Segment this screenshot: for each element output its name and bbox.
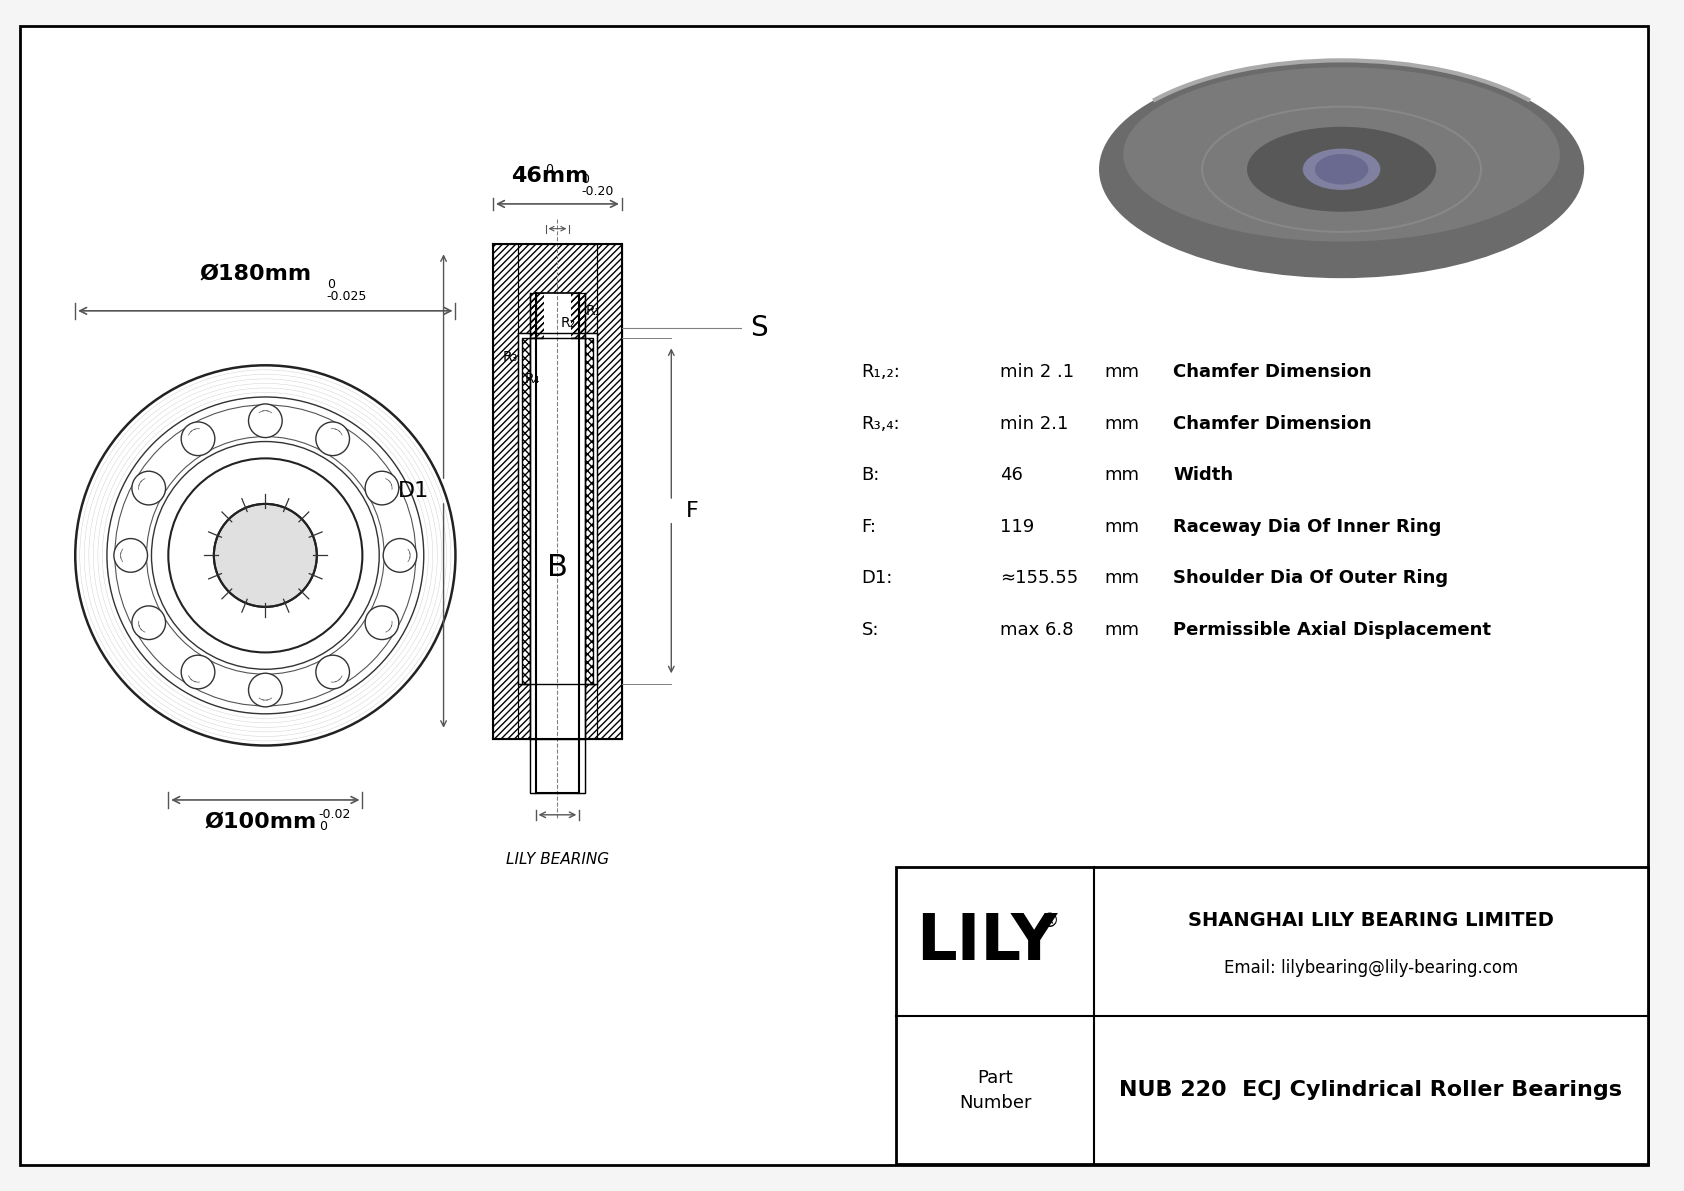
Text: NUB 220  ECJ Cylindrical Roller Bearings: NUB 220 ECJ Cylindrical Roller Bearings	[1120, 1080, 1622, 1100]
Circle shape	[384, 538, 418, 572]
Text: 46: 46	[1000, 466, 1022, 485]
Text: -0.025: -0.025	[327, 289, 367, 303]
Text: Email: lilybearing@lily-bearing.com: Email: lilybearing@lily-bearing.com	[1224, 959, 1517, 978]
Bar	[522, 337, 546, 684]
Bar	[530, 293, 536, 793]
Text: Part
Number: Part Number	[958, 1068, 1031, 1111]
Text: B: B	[547, 554, 568, 582]
Bar	[579, 293, 584, 793]
Text: R₁: R₁	[584, 304, 601, 318]
Text: Permissible Axial Displacement: Permissible Axial Displacement	[1174, 621, 1492, 638]
Text: R₃: R₃	[502, 350, 517, 364]
Circle shape	[131, 606, 165, 640]
Text: S: S	[751, 313, 768, 342]
Bar	[569, 337, 593, 684]
Text: R₁,₂:: R₁,₂:	[862, 363, 901, 381]
Ellipse shape	[1303, 149, 1381, 189]
Circle shape	[115, 538, 148, 572]
Text: -0.20: -0.20	[581, 185, 613, 198]
Text: mm: mm	[1105, 414, 1138, 432]
Text: ≈155.55: ≈155.55	[1000, 569, 1078, 587]
Text: S:: S:	[862, 621, 879, 638]
Circle shape	[182, 655, 216, 688]
Text: 0: 0	[318, 819, 327, 833]
Circle shape	[249, 404, 283, 437]
Bar	[530, 293, 584, 337]
Text: B:: B:	[862, 466, 879, 485]
Ellipse shape	[1123, 67, 1559, 242]
Text: Ø180mm: Ø180mm	[199, 263, 312, 283]
Text: min 2 .1: min 2 .1	[1000, 363, 1074, 381]
Text: max 6.8: max 6.8	[1000, 621, 1073, 638]
Text: LILY: LILY	[916, 911, 1058, 973]
Text: mm: mm	[1105, 569, 1138, 587]
Text: min 2.1: min 2.1	[1000, 414, 1068, 432]
Bar	[598, 243, 621, 738]
Text: 46mm: 46mm	[510, 166, 588, 186]
Ellipse shape	[1315, 154, 1369, 185]
Circle shape	[131, 472, 165, 505]
Text: F: F	[685, 501, 699, 520]
Circle shape	[317, 422, 350, 456]
Text: mm: mm	[1105, 621, 1138, 638]
Text: F:: F:	[862, 518, 876, 536]
Bar	[896, 867, 1647, 1165]
Text: -0.02: -0.02	[318, 807, 352, 821]
Text: 0: 0	[327, 278, 335, 291]
Text: 0: 0	[546, 163, 554, 176]
Text: Chamfer Dimension: Chamfer Dimension	[1174, 414, 1372, 432]
Text: Ø100mm: Ø100mm	[204, 812, 317, 831]
Bar	[517, 684, 598, 738]
Text: Width: Width	[1174, 466, 1233, 485]
Text: mm: mm	[1105, 363, 1138, 381]
Circle shape	[365, 606, 399, 640]
Text: SHANGHAI LILY BEARING LIMITED: SHANGHAI LILY BEARING LIMITED	[1187, 911, 1554, 930]
Bar	[493, 243, 517, 738]
Text: Shoulder Dia Of Outer Ring: Shoulder Dia Of Outer Ring	[1174, 569, 1448, 587]
Text: LILY BEARING: LILY BEARING	[505, 853, 610, 867]
Text: mm: mm	[1105, 518, 1138, 536]
Text: 119: 119	[1000, 518, 1034, 536]
Text: Raceway Dia Of Inner Ring: Raceway Dia Of Inner Ring	[1174, 518, 1442, 536]
Circle shape	[365, 472, 399, 505]
Circle shape	[249, 673, 283, 707]
Circle shape	[214, 504, 317, 607]
Text: D1:: D1:	[862, 569, 893, 587]
Text: R₄: R₄	[525, 372, 541, 386]
Bar	[517, 243, 598, 332]
Text: R₃,₄:: R₃,₄:	[862, 414, 899, 432]
Text: Chamfer Dimension: Chamfer Dimension	[1174, 363, 1372, 381]
Bar	[530, 337, 584, 793]
Text: mm: mm	[1105, 466, 1138, 485]
Ellipse shape	[1246, 126, 1436, 212]
Text: 0: 0	[581, 173, 589, 186]
Text: ®: ®	[1039, 912, 1059, 931]
Text: R₂: R₂	[561, 316, 576, 330]
Circle shape	[317, 655, 350, 688]
Bar	[544, 293, 571, 793]
Text: D1: D1	[397, 481, 429, 501]
Ellipse shape	[1100, 61, 1585, 279]
Circle shape	[182, 422, 216, 456]
